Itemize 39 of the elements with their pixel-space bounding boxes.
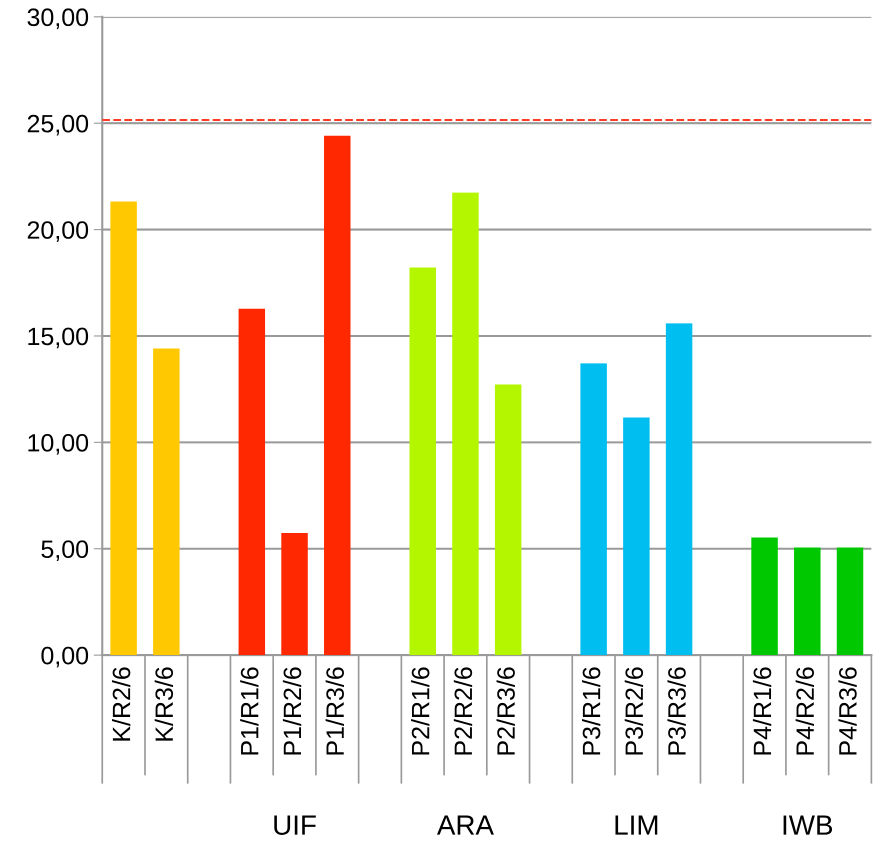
bar bbox=[794, 547, 821, 656]
x-tick-label: P1/R3/6 bbox=[326, 667, 344, 755]
bar bbox=[409, 267, 436, 656]
bar bbox=[494, 384, 522, 656]
x-tick-label: P3/R3/6 bbox=[667, 667, 686, 755]
text: LIM bbox=[615, 816, 658, 835]
x-tick-label: P4/R3/6 bbox=[838, 667, 857, 755]
bar bbox=[110, 202, 137, 656]
x-tick-label: P4/R1/6 bbox=[752, 667, 772, 755]
y-tick-label: 15,00 bbox=[28, 328, 88, 348]
x-tick-label: K/R3/6 bbox=[154, 667, 174, 741]
bar bbox=[580, 363, 607, 656]
text: UIF bbox=[274, 816, 316, 835]
bar bbox=[751, 537, 778, 656]
bar bbox=[623, 417, 650, 656]
bar bbox=[238, 308, 266, 656]
x-tick-label: P2/R1/6 bbox=[411, 667, 430, 755]
bar bbox=[836, 547, 864, 656]
y-tick-label: 25,00 bbox=[28, 114, 88, 136]
x-tick-label: P1/R1/6 bbox=[240, 667, 259, 755]
x-tick-label: P1/R2/6 bbox=[282, 667, 302, 755]
bar bbox=[666, 323, 692, 656]
bar bbox=[281, 533, 308, 656]
text: IWB bbox=[784, 816, 832, 835]
x-tick-label: K/R2/6 bbox=[112, 667, 130, 741]
y-tick-label: 20,00 bbox=[28, 221, 88, 242]
y-tick-label: 0,00 bbox=[41, 646, 88, 668]
bar bbox=[153, 348, 180, 656]
x-tick-label: P2/R2/6 bbox=[454, 667, 472, 755]
y-tick-label: 30,00 bbox=[27, 8, 88, 30]
x-tick-label: P3/R2/6 bbox=[624, 667, 644, 755]
y-tick-label: 10,00 bbox=[28, 434, 88, 455]
text: ARA bbox=[436, 816, 494, 835]
x-tick-label: P2/R3/6 bbox=[496, 667, 515, 755]
bar bbox=[452, 192, 479, 656]
x-tick-label: P4/R2/6 bbox=[796, 667, 814, 755]
x-tick-label: P3/R1/6 bbox=[582, 667, 600, 755]
y-tick-label: 5,00 bbox=[41, 540, 88, 562]
bar bbox=[324, 136, 351, 656]
